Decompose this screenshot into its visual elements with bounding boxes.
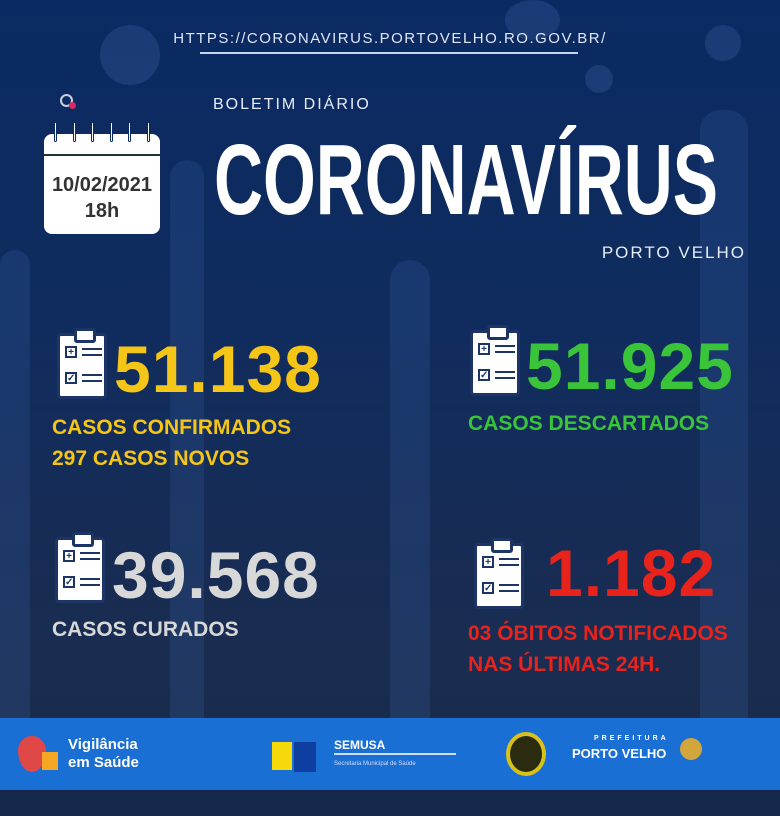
deaths-value: 1.182 [546, 536, 717, 610]
clipboard-icon: + ✓ [474, 538, 524, 609]
page-title-text: CORONAVÍRUS [214, 124, 718, 236]
recovered-value: 39.568 [112, 538, 320, 612]
clipboard-icon: + ✓ [57, 328, 107, 399]
semusa-subtitle: Secretaria Municipal de Saúde [334, 761, 416, 767]
discarded-value: 51.925 [526, 329, 734, 403]
semusa-logo-shape [294, 742, 316, 772]
bulletin-date: 10/02/2021 [51, 174, 153, 196]
house-icon [42, 752, 58, 770]
semusa-logo-icon [272, 742, 292, 770]
clipboard-icon: + ✓ [470, 325, 520, 396]
decor-bar [390, 260, 430, 720]
vigilancia-line-2: em Saúde [68, 754, 139, 771]
clock-icon [60, 94, 76, 109]
vigilancia-logo-text: Vigilância em Saúde [68, 736, 139, 772]
calendar-icon: 10/02/2021 18h [44, 122, 160, 234]
website-url[interactable]: HTTPS://CORONAVIRUS.PORTOVELHO.RO.GOV.BR… [173, 30, 607, 47]
vigilancia-line-1: Vigilância [68, 736, 138, 753]
bulletin-time: 18h [84, 200, 120, 222]
decor-bar [0, 250, 30, 720]
subtitle: BOLETIM DIÁRIO [213, 96, 371, 113]
confirmed-value: 51.138 [114, 332, 322, 406]
coat-of-arms-icon [506, 732, 546, 776]
vigilancia-logo-icon [18, 736, 46, 772]
recovered-label: CASOS CURADOS [52, 618, 239, 641]
deaths-24h: NAS ÚLTIMAS 24H. [468, 653, 661, 676]
prefeitura-label: PREFEITURA [594, 735, 669, 742]
decor-bar [700, 110, 748, 720]
location: PORTO VELHO [601, 243, 746, 262]
confirmed-new: 297 CASOS NOVOS [52, 447, 250, 470]
url-underline [200, 52, 578, 54]
decor-bar [170, 160, 204, 720]
decor-bubble [100, 25, 160, 85]
award-badge-icon [680, 738, 702, 760]
semusa-name: SEMUSA [334, 738, 456, 755]
confirmed-label: CASOS CONFIRMADOS [52, 416, 292, 439]
footer: Vigilância em Saúde SEMUSA Secretaria Mu… [0, 718, 780, 790]
decor-bubble [585, 65, 613, 93]
decor-bubble [505, 0, 560, 40]
page-title: CORONAVÍRUS [214, 124, 718, 236]
porto-velho-logo: PORTO VELHO [572, 746, 667, 761]
decor-bubble [705, 25, 741, 61]
discarded-label: CASOS DESCARTADOS [468, 412, 710, 435]
clipboard-icon: + ✓ [55, 532, 105, 603]
deaths-label: 03 ÓBITOS NOTIFICADOS [468, 622, 728, 645]
bottom-strip [0, 790, 780, 816]
